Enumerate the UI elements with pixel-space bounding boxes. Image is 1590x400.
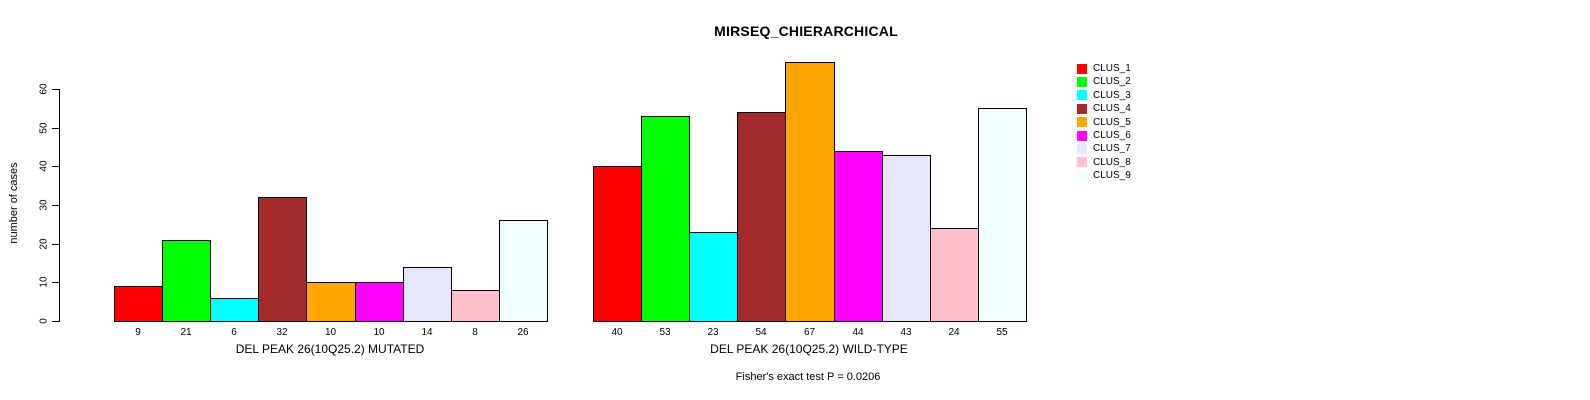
fisher-exact-test-annotation: Fisher's exact test P = 0.0206 xyxy=(735,371,881,383)
legend-swatch xyxy=(1077,117,1087,128)
legend-label: CLUS_9 xyxy=(1093,170,1131,182)
legend-item: CLUS_3 xyxy=(1077,89,1131,102)
bar xyxy=(785,62,835,322)
legend-label: CLUS_8 xyxy=(1093,156,1131,168)
y-tick-label: 0 xyxy=(38,318,50,324)
legend-swatch xyxy=(1077,77,1087,88)
y-tick-label: 50 xyxy=(38,122,50,134)
legend-label: CLUS_2 xyxy=(1093,76,1131,88)
bar xyxy=(834,151,883,322)
legend-item: CLUS_1 xyxy=(1077,62,1131,75)
bar-value-label: 21 xyxy=(180,327,192,338)
bar xyxy=(882,155,931,322)
legend-swatch xyxy=(1077,103,1087,114)
legend-swatch xyxy=(1077,157,1087,168)
bar-value-label: 55 xyxy=(996,327,1008,338)
bar-value-label: 54 xyxy=(755,327,767,338)
y-tick-label: 40 xyxy=(38,160,50,172)
legend-item: CLUS_6 xyxy=(1077,129,1131,142)
bar-value-label: 8 xyxy=(472,327,478,338)
legend-item: CLUS_5 xyxy=(1077,116,1131,129)
bar-value-label: 10 xyxy=(324,327,337,338)
y-axis-tick xyxy=(52,166,59,167)
bar xyxy=(258,197,307,322)
legend-item: CLUS_7 xyxy=(1077,142,1131,155)
bar-value-label: 23 xyxy=(707,327,719,338)
bar xyxy=(114,286,163,322)
legend-item: CLUS_8 xyxy=(1077,156,1131,169)
bar xyxy=(355,282,404,322)
y-axis-tick xyxy=(52,244,59,245)
legend-swatch xyxy=(1077,144,1087,155)
legend-label: CLUS_7 xyxy=(1093,143,1131,155)
bar xyxy=(978,108,1027,322)
bar-value-label: 67 xyxy=(803,327,816,338)
bar-value-label: 9 xyxy=(135,327,141,338)
legend-item: CLUS_2 xyxy=(1077,75,1131,88)
y-tick-label: 20 xyxy=(38,238,50,250)
bar xyxy=(210,298,259,322)
bar xyxy=(641,116,690,322)
bar xyxy=(689,232,738,322)
legend-label: CLUS_1 xyxy=(1093,63,1131,74)
bar-value-label: 6 xyxy=(231,327,237,338)
y-tick-label: 60 xyxy=(38,83,50,95)
bar-value-label: 14 xyxy=(421,327,433,338)
legend-label: CLUS_6 xyxy=(1093,129,1131,141)
bar xyxy=(930,228,979,322)
bar xyxy=(499,220,548,322)
bar-value-label: 26 xyxy=(517,327,529,338)
y-axis-line xyxy=(59,89,60,322)
legend-swatch xyxy=(1077,170,1087,181)
y-tick-label: 10 xyxy=(38,276,50,288)
legend-item: CLUS_9 xyxy=(1077,169,1131,182)
bar-value-label: 32 xyxy=(276,327,288,338)
y-axis-tick xyxy=(52,128,59,129)
bar xyxy=(162,240,211,322)
x-axis-label-wild-type: DEL PEAK 26(10Q25.2) WILD-TYPE xyxy=(710,342,908,356)
y-axis-tick xyxy=(52,282,59,283)
bar-value-label: 44 xyxy=(852,327,864,338)
legend-label: CLUS_5 xyxy=(1093,116,1131,128)
legend-swatch xyxy=(1077,90,1087,101)
legend-swatch xyxy=(1077,63,1087,74)
bar-value-label: 43 xyxy=(900,327,912,338)
y-tick-label: 30 xyxy=(38,199,50,211)
y-axis-tick xyxy=(52,205,59,206)
y-axis-tick xyxy=(52,321,59,322)
bar-value-label: 40 xyxy=(611,327,623,338)
legend-item: CLUS_4 xyxy=(1077,102,1131,115)
bar-value-label: 53 xyxy=(659,327,671,338)
bar xyxy=(451,290,500,322)
x-axis-label-mutated: DEL PEAK 26(10Q25.2) MUTATED xyxy=(235,342,425,356)
bar xyxy=(403,267,452,322)
bar xyxy=(737,112,786,322)
legend: CLUS_1 CLUS_2 CLUS_3 CLUS_4 CLUS_5 CLUS_6 CLUS… xyxy=(1077,62,1131,183)
legend-label: CLUS_4 xyxy=(1093,103,1131,115)
bar-value-label: 10 xyxy=(373,327,385,338)
bar-value-label: 24 xyxy=(948,327,960,338)
bar xyxy=(593,166,642,322)
legend-swatch xyxy=(1077,130,1087,141)
chart-title: MIRSEQ_CHIERARCHICAL xyxy=(714,23,898,39)
bar xyxy=(306,282,356,322)
legend-label: CLUS_3 xyxy=(1093,89,1131,101)
y-axis-title: number of cases xyxy=(8,162,20,244)
y-axis-tick xyxy=(52,89,59,90)
